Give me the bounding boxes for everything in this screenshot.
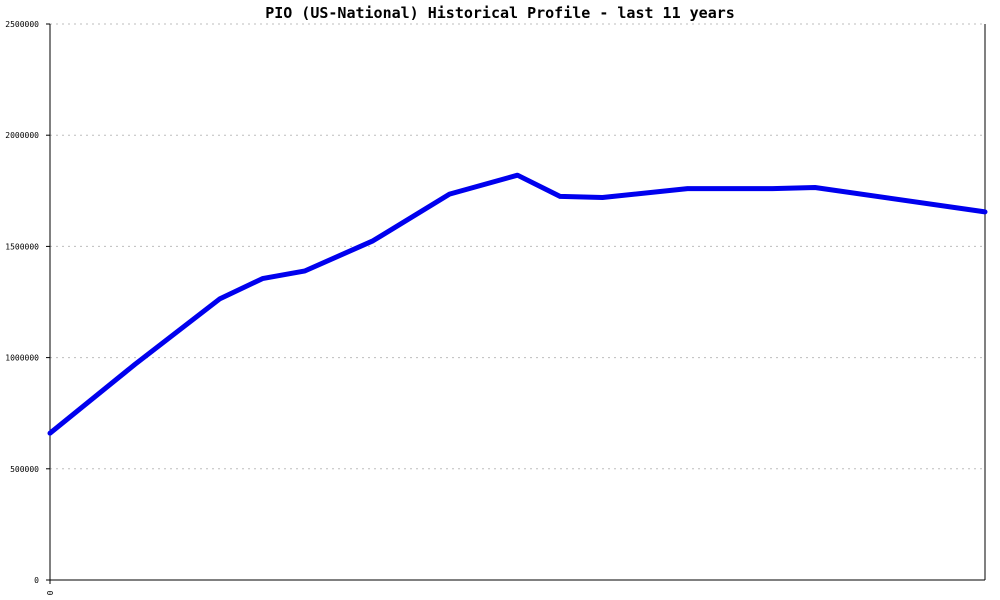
axes	[49, 24, 986, 581]
x-tick-label: 0	[46, 590, 55, 595]
y-tick-label: 2500000	[5, 20, 39, 29]
y-tick-label: 1000000	[5, 354, 39, 363]
y-tick-label: 500000	[10, 465, 39, 474]
y-tick-label: 2000000	[5, 131, 39, 140]
y-tick-label: 0	[34, 576, 39, 585]
y-tick-label: 1500000	[5, 242, 39, 251]
chart-title: PIO (US-National) Historical Profile - l…	[265, 4, 735, 22]
series-group	[47, 172, 988, 436]
y-axis-ticks: 0 500000 1000000 1500000 2000000 2500000	[5, 20, 50, 585]
x-axis-ticks: 0	[46, 580, 55, 595]
gridlines	[50, 23, 985, 470]
series-line	[47, 172, 988, 436]
